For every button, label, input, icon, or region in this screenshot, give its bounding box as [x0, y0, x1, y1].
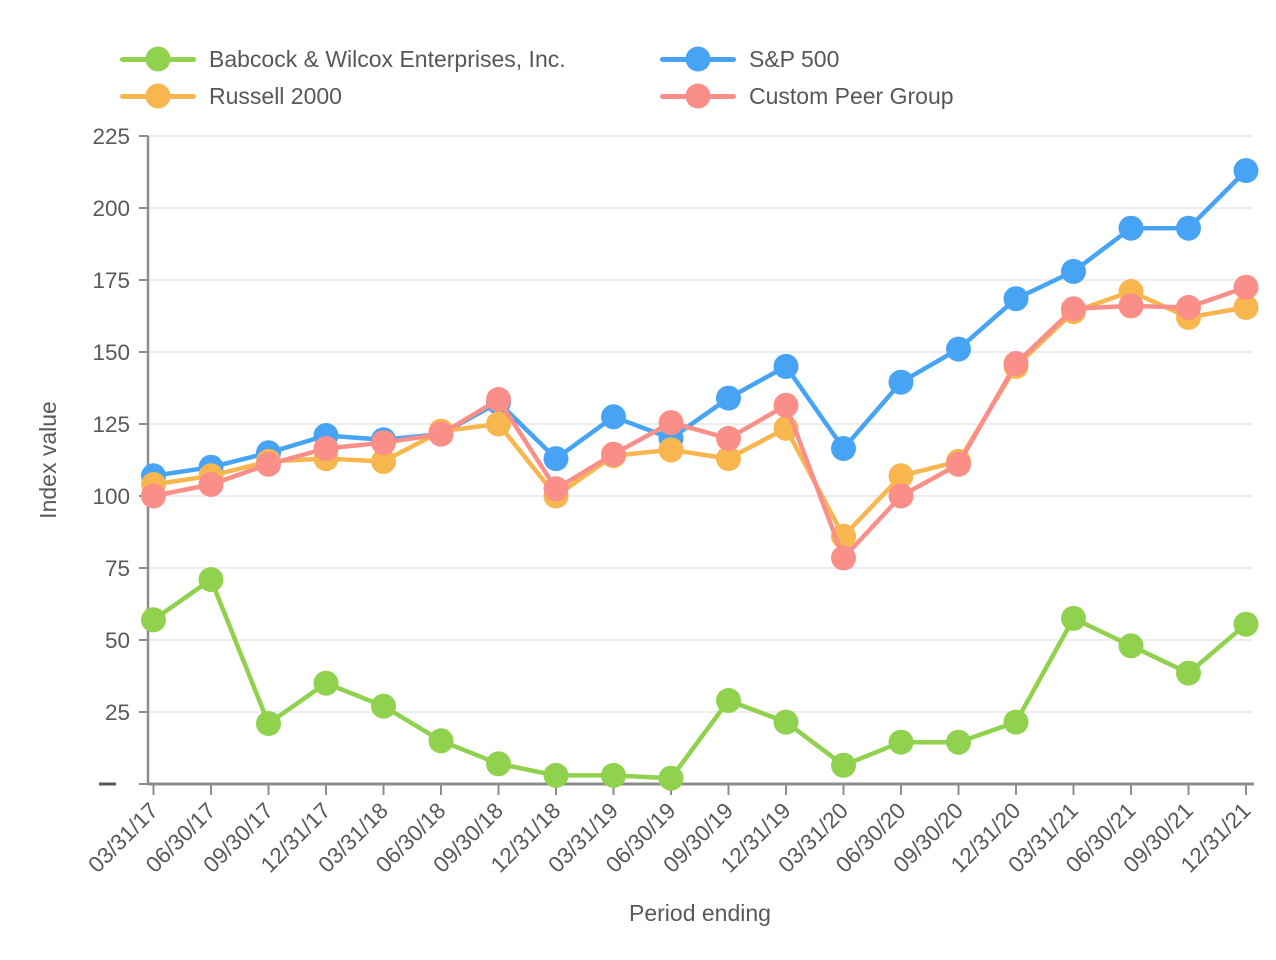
y-tick-label: 125: [92, 412, 130, 437]
data-point-s-p-500: [543, 446, 569, 472]
data-point-babcock-wilcox-enterprises-inc: [198, 567, 224, 592]
data-point-babcock-wilcox-enterprises-inc: [773, 709, 799, 735]
data-point-custom-peer-group: [371, 430, 396, 456]
data-point-babcock-wilcox-enterprises-inc: [1061, 605, 1086, 631]
legend-item-custom-peer-group: Custom Peer Group: [660, 81, 954, 111]
data-point-custom-peer-group: [543, 476, 569, 502]
data-point-custom-peer-group: [1118, 293, 1144, 319]
data-point-babcock-wilcox-enterprises-inc: [658, 765, 684, 791]
data-point-s-p-500: [946, 336, 971, 362]
data-point-custom-peer-group: [198, 472, 224, 497]
data-point-custom-peer-group: [256, 451, 281, 477]
data-point-babcock-wilcox-enterprises-inc: [256, 711, 281, 736]
data-point-custom-peer-group: [831, 545, 856, 571]
data-point-custom-peer-group: [141, 483, 166, 509]
legend-label-custom-peer-group: Custom Peer Group: [749, 82, 954, 109]
y-tick-label: 50: [105, 628, 130, 653]
legend-item-sp500: S&P 500: [660, 44, 954, 74]
data-point-babcock-wilcox-enterprises-inc: [1003, 709, 1029, 735]
legend-marker-green-icon: [120, 46, 196, 72]
series-russell-2000: [141, 279, 1259, 549]
legend-label-sp500: S&P 500: [749, 45, 840, 72]
y-axis-title: Index value: [35, 401, 61, 519]
series-babcock-wilcox-enterprises-inc: [141, 567, 1259, 791]
data-point-s-p-500: [1061, 258, 1086, 284]
data-point-custom-peer-group: [428, 421, 454, 447]
data-point-babcock-wilcox-enterprises-inc: [1176, 660, 1201, 686]
data-point-custom-peer-group: [1233, 274, 1259, 300]
data-point-babcock-wilcox-enterprises-inc: [831, 752, 856, 778]
data-point-s-p-500: [1003, 286, 1029, 312]
y-tick-label: 25: [105, 700, 130, 725]
legend-marker-salmon-icon: [660, 83, 736, 109]
data-point-babcock-wilcox-enterprises-inc: [946, 729, 971, 755]
data-point-custom-peer-group: [888, 483, 914, 509]
data-point-s-p-500: [601, 404, 626, 430]
data-point-babcock-wilcox-enterprises-inc: [543, 762, 569, 788]
x-axis-title: Period ending: [629, 900, 771, 926]
legend-item-babcock-wilcox: Babcock & Wilcox Enterprises, Inc.: [120, 44, 660, 74]
data-point-custom-peer-group: [1176, 294, 1201, 320]
data-point-russell-2000: [371, 448, 396, 474]
data-point-custom-peer-group: [716, 425, 741, 451]
data-point-russell-2000: [1233, 294, 1259, 320]
legend-marker-blue-icon: [660, 46, 736, 72]
data-point-custom-peer-group: [658, 410, 684, 436]
data-point-s-p-500: [716, 385, 741, 411]
data-point-babcock-wilcox-enterprises-inc: [141, 607, 166, 633]
data-point-s-p-500: [1233, 158, 1259, 184]
series-custom-peer-group: [141, 274, 1259, 571]
y-tick-label: 100: [92, 484, 130, 509]
data-point-russell-2000: [658, 437, 684, 463]
data-point-russell-2000: [888, 463, 914, 489]
data-point-s-p-500: [888, 369, 914, 395]
data-point-s-p-500: [773, 353, 799, 379]
data-point-babcock-wilcox-enterprises-inc: [1233, 611, 1259, 637]
data-point-custom-peer-group: [1003, 351, 1029, 376]
y-tick-label: 175: [92, 268, 130, 293]
data-point-babcock-wilcox-enterprises-inc: [716, 688, 741, 713]
data-point-custom-peer-group: [313, 436, 339, 461]
grid-lines: [148, 135, 1252, 713]
data-point-custom-peer-group: [773, 392, 799, 418]
data-point-custom-peer-group: [601, 441, 626, 467]
data-point-babcock-wilcox-enterprises-inc: [888, 729, 914, 755]
data-point-s-p-500: [1176, 215, 1201, 241]
data-point-babcock-wilcox-enterprises-inc: [371, 693, 396, 719]
data-point-custom-peer-group: [486, 387, 511, 412]
series-line-custom-peer-group: [153, 285, 1247, 561]
y-tick-label: 225: [92, 124, 130, 149]
data-point-babcock-wilcox-enterprises-inc: [601, 762, 626, 788]
x-axis: 03/31/1706/30/1709/30/1712/31/1703/31/18…: [83, 784, 1256, 877]
data-point-custom-peer-group: [1061, 296, 1086, 322]
y-axis: 25 50 75 100 125 150 175 200 225: [92, 124, 148, 786]
data-point-custom-peer-group: [946, 451, 971, 477]
legend-label-russell-2000: Russell 2000: [209, 82, 342, 109]
y-tick-label: 200: [92, 196, 130, 221]
data-point-babcock-wilcox-enterprises-inc: [428, 728, 454, 754]
y-tick-label: 75: [105, 556, 130, 581]
data-point-babcock-wilcox-enterprises-inc: [313, 670, 339, 696]
y-tick-label: 150: [92, 340, 130, 365]
data-point-babcock-wilcox-enterprises-inc: [1118, 633, 1144, 659]
legend-item-russell-2000: Russell 2000: [120, 81, 660, 111]
chart-legend: Babcock & Wilcox Enterprises, Inc. S&P 5…: [120, 44, 954, 111]
data-point-russell-2000: [486, 411, 511, 437]
legend-marker-orange-icon: [120, 83, 196, 109]
data-point-s-p-500: [1118, 215, 1144, 241]
data-point-s-p-500: [831, 436, 856, 461]
data-point-russell-2000: [716, 446, 741, 472]
data-point-babcock-wilcox-enterprises-inc: [486, 751, 511, 777]
legend-label-babcock-wilcox: Babcock & Wilcox Enterprises, Inc.: [209, 45, 566, 72]
series-line-russell-2000: [153, 289, 1247, 539]
